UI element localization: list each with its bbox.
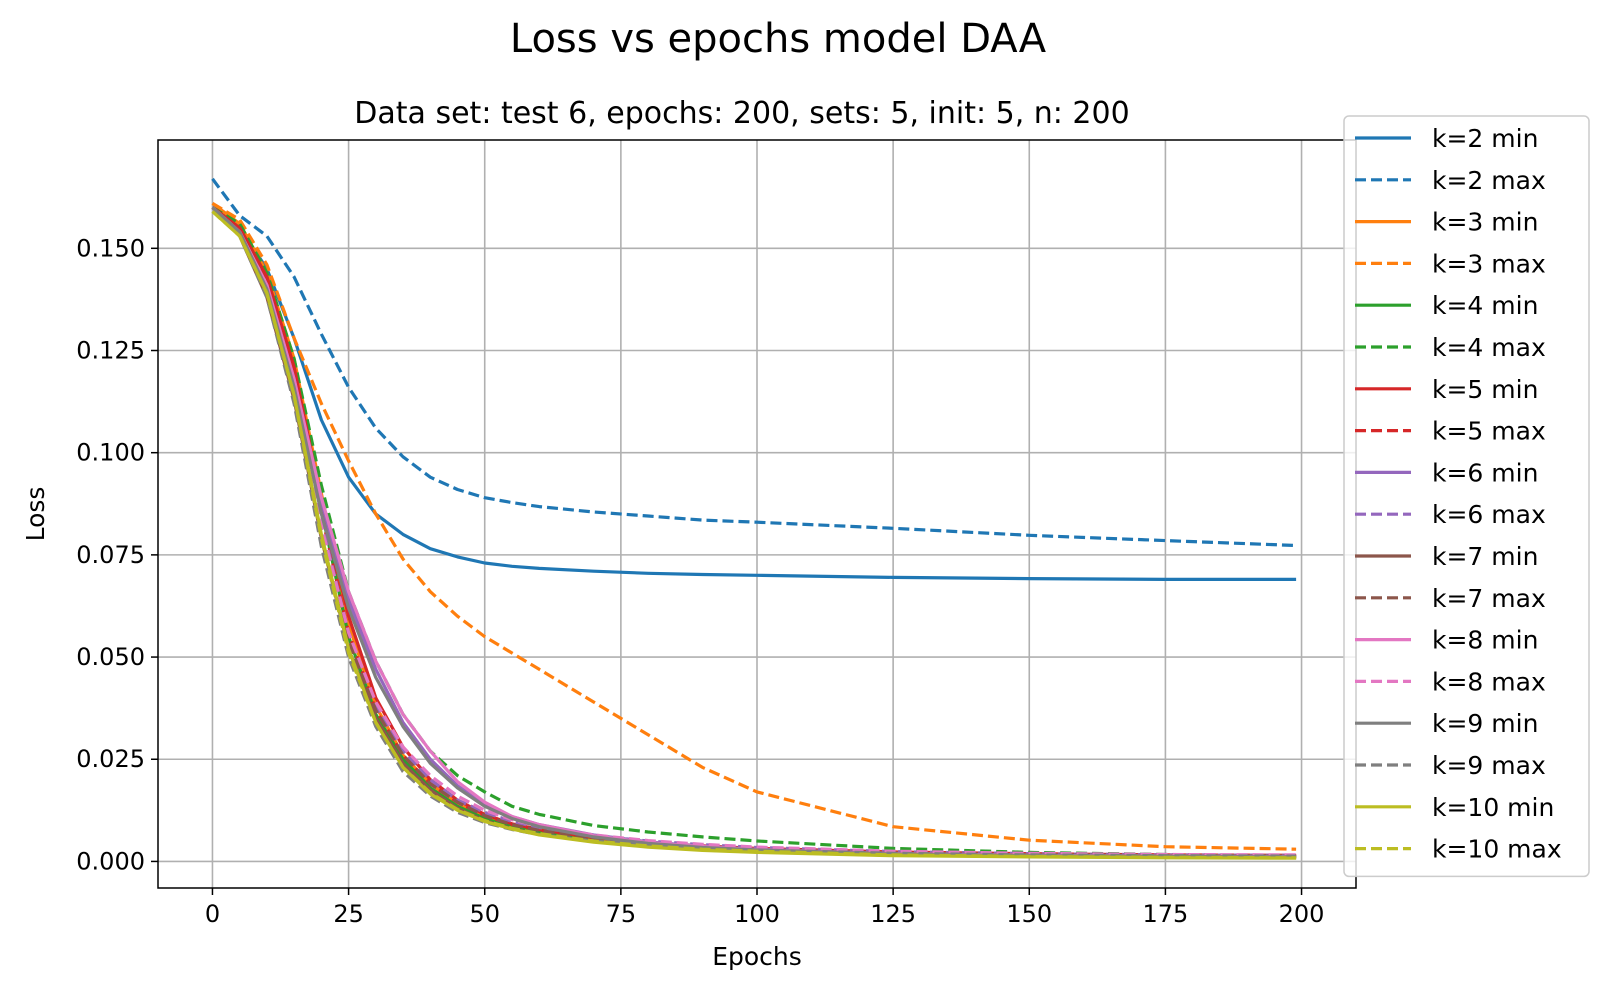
x-tick-label: 175 [1143, 900, 1189, 928]
legend-entry: k=10 max [1432, 835, 1562, 864]
x-tick-label: 125 [870, 900, 916, 928]
x-tick-label: 0 [205, 900, 220, 928]
series-line [211, 210, 1297, 860]
legend-entry: k=2 min [1432, 124, 1538, 153]
chart-title: Loss vs epochs model DAA [510, 16, 1047, 62]
legend-entry: k=3 min [1432, 208, 1538, 237]
axis-ticks: 0 25 50 75 100 125 150 175 200 0.000 0.025 0.050 0.0… [76, 234, 1324, 928]
legend-entry: k=6 min [1432, 458, 1538, 487]
series-lines [211, 177, 1297, 860]
legend-entry: k=3 max [1432, 249, 1546, 278]
legend-entry: k=7 min [1432, 542, 1538, 571]
legend: k=2 min k=2 max k=3 min k=3 max k=4 min k=4 m… [1343, 115, 1590, 878]
grid [158, 140, 1356, 888]
series-line [211, 206, 1297, 582]
x-tick-label: 200 [1279, 900, 1325, 928]
x-tick-label: 50 [469, 900, 500, 928]
legend-entry: k=7 max [1432, 584, 1546, 613]
y-axis-label: Loss [21, 487, 50, 542]
series-line [211, 206, 1297, 857]
y-tick-label: 0.025 [76, 745, 145, 773]
series-line [211, 177, 1297, 548]
series-line [211, 206, 1297, 858]
y-tick-label: 0.050 [76, 643, 145, 671]
legend-entry: k=5 min [1432, 375, 1538, 404]
x-tick-label: 100 [734, 900, 780, 928]
legend-entry: k=8 max [1432, 667, 1546, 696]
y-tick-label: 0.100 [76, 439, 145, 467]
x-axis-label: Epochs [712, 942, 802, 971]
legend-entry: k=2 max [1432, 166, 1546, 195]
legend-entry: k=6 max [1432, 500, 1546, 529]
legend-entry: k=5 max [1432, 417, 1546, 446]
y-tick-label: 0.075 [76, 541, 145, 569]
series-line [211, 206, 1297, 857]
chart-subtitle: Data set: test 6, epochs: 200, sets: 5, … [354, 96, 1129, 131]
legend-entry: k=9 min [1432, 709, 1538, 738]
legend-entry: k=4 min [1432, 291, 1538, 320]
legend-entry: k=8 min [1432, 626, 1538, 655]
series-line [211, 206, 1297, 860]
series-line [211, 202, 1297, 851]
legend-entry: k=10 min [1432, 793, 1554, 822]
y-tick-label: 0.000 [76, 847, 145, 875]
series-line [211, 210, 1297, 860]
x-tick-label: 150 [1006, 900, 1052, 928]
y-tick-label: 0.125 [76, 337, 145, 365]
y-tick-label: 0.150 [76, 234, 145, 262]
x-tick-label: 75 [606, 900, 637, 928]
x-tick-label: 25 [333, 900, 364, 928]
legend-entry: k=9 max [1432, 751, 1546, 780]
series-line [211, 206, 1297, 857]
legend-entry: k=4 max [1432, 333, 1546, 362]
